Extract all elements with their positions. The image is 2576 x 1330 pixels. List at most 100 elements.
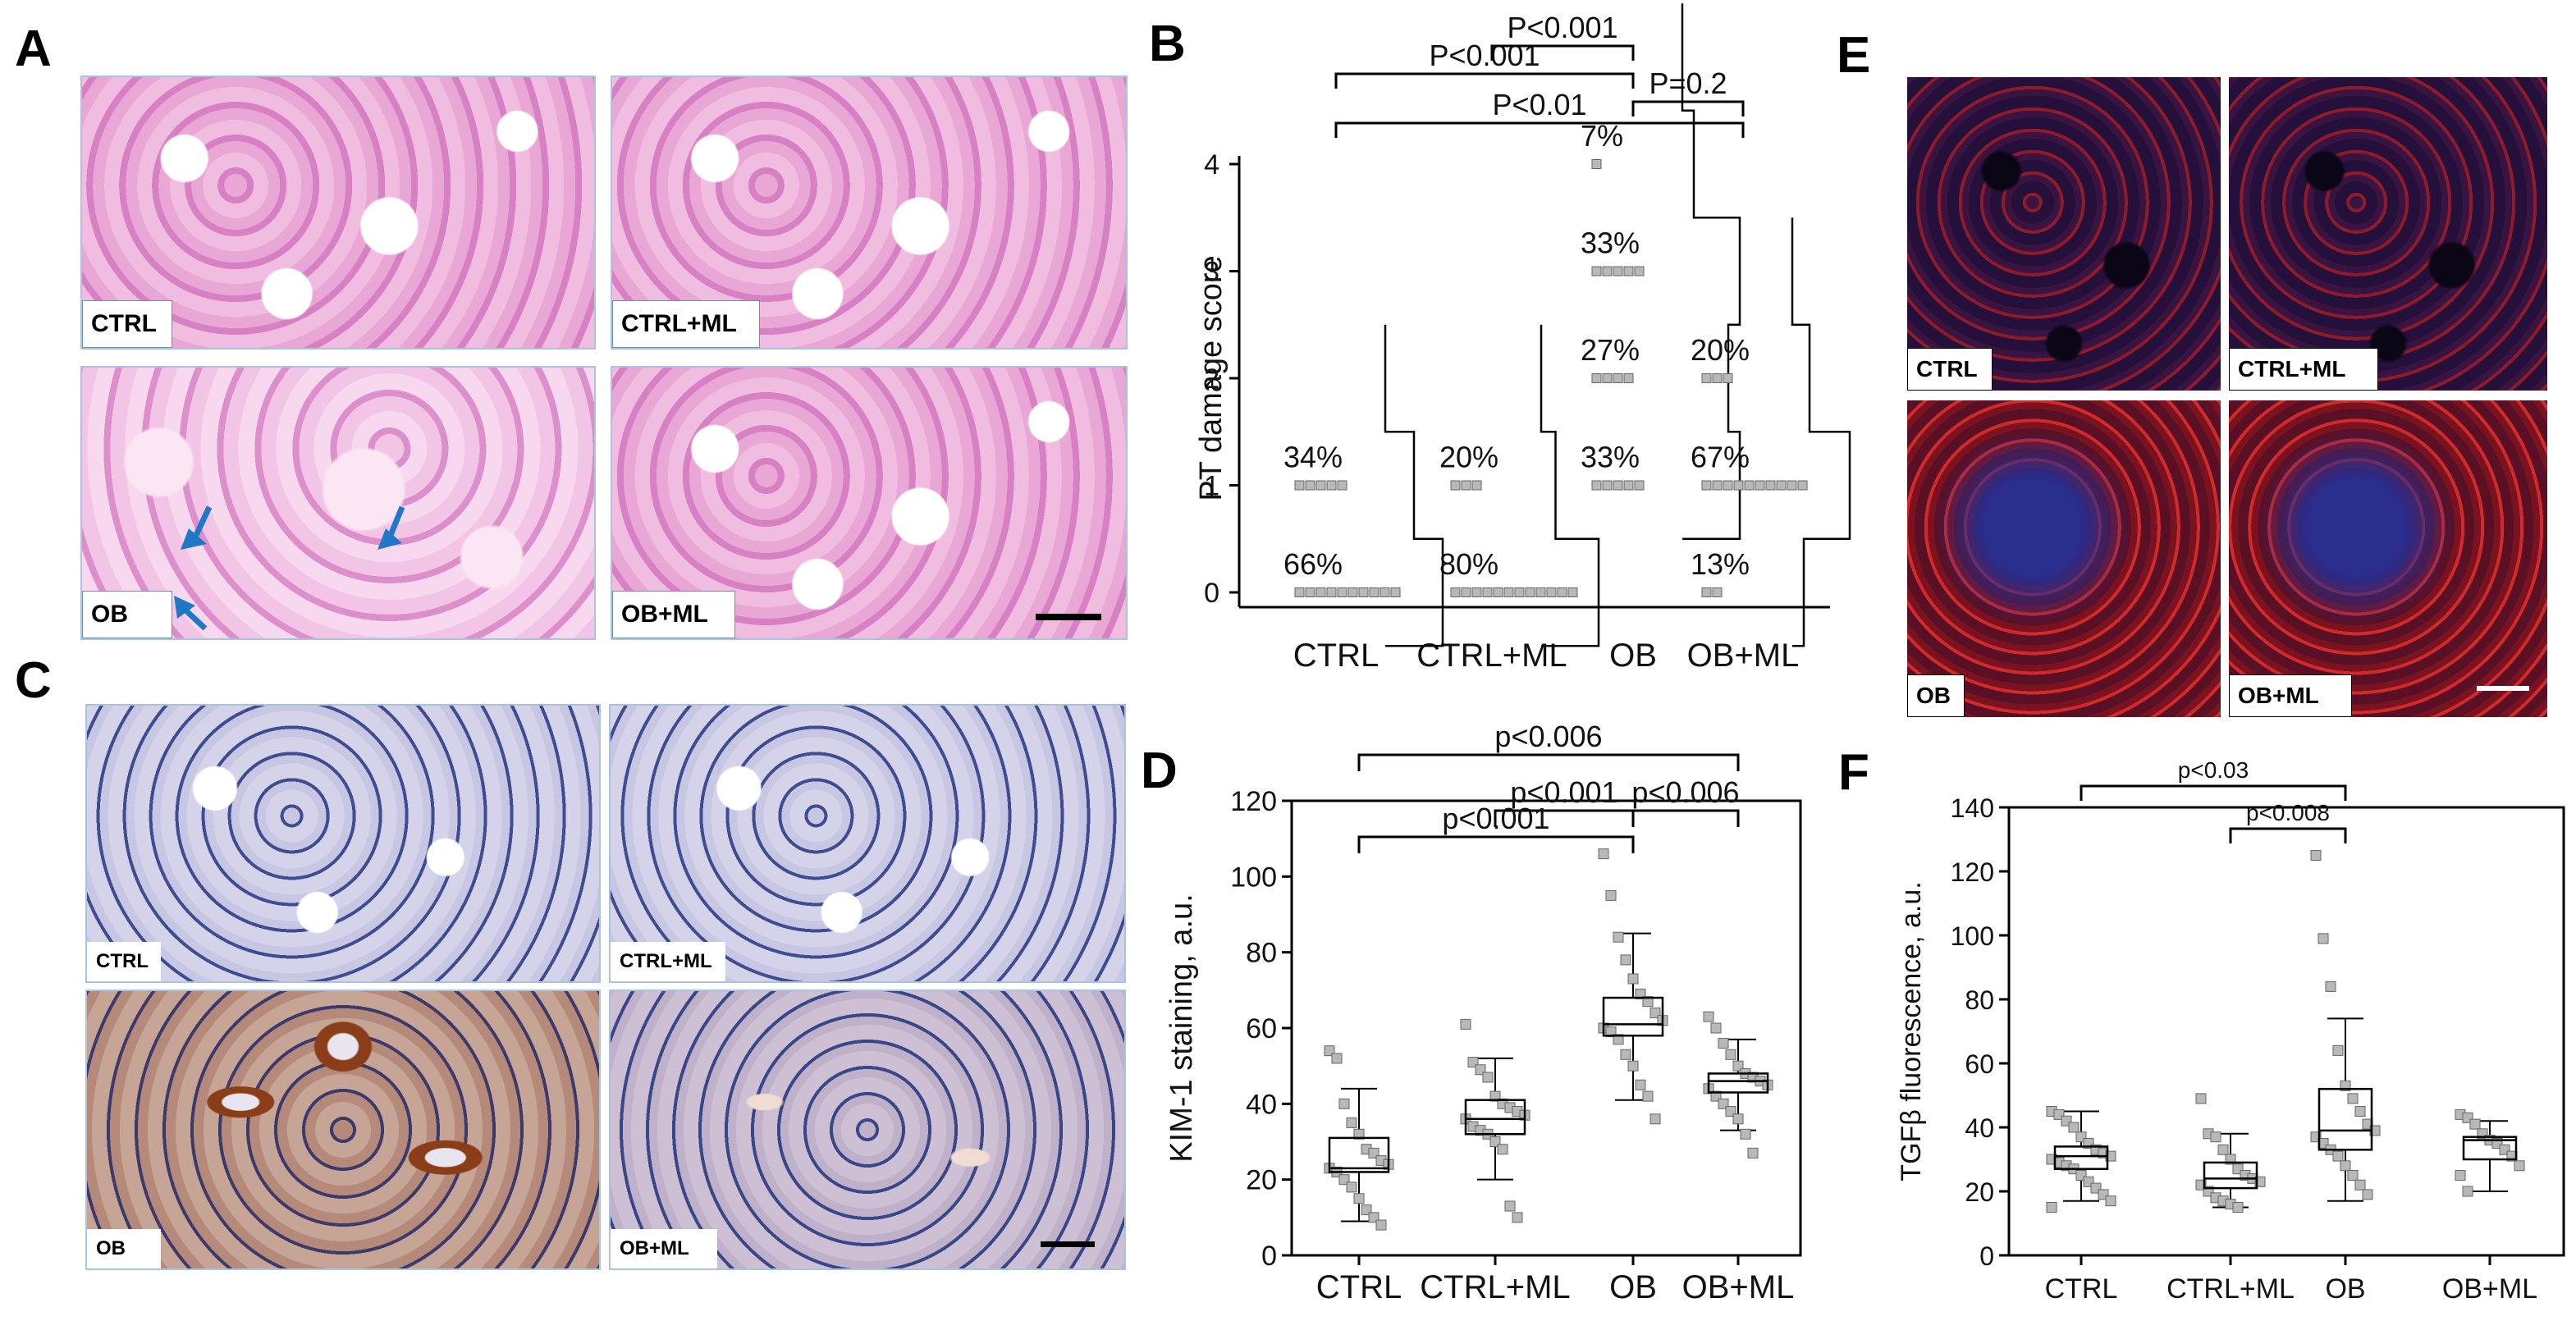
y-tick-label: 120 xyxy=(1951,857,1994,887)
score-marker xyxy=(1450,480,1461,491)
data-point xyxy=(2455,1170,2466,1181)
y-tick-label: 0 xyxy=(1261,1241,1277,1272)
percent-label: 13% xyxy=(1691,547,1750,581)
data-point xyxy=(2068,1122,2080,1133)
y-tick-label: 120 xyxy=(1230,786,1277,817)
data-point xyxy=(1732,1113,1744,1125)
data-point xyxy=(1605,889,1617,901)
panel-c-tile-ctrl: CTRL xyxy=(85,704,601,983)
data-point xyxy=(2232,1202,2244,1213)
panel-a-tile-ob-ml: OB+ML xyxy=(611,366,1128,640)
data-point xyxy=(2210,1131,2221,1143)
panel-a-tile-ctrl-ml: CTRL+ML xyxy=(611,75,1128,350)
data-point xyxy=(1642,1090,1654,1102)
score-marker xyxy=(1390,587,1401,597)
data-point xyxy=(1635,1079,1646,1090)
data-point xyxy=(1613,931,1624,943)
score-marker xyxy=(1567,587,1578,597)
data-point xyxy=(1718,1037,1729,1049)
panel-letter-a: A xyxy=(15,21,52,77)
panel-a-tile-ctrl: CTRL xyxy=(80,75,596,350)
panel-a-label-ctrl-ml: CTRL+ML xyxy=(612,300,760,348)
percent-label: 33% xyxy=(1581,441,1640,474)
score-marker xyxy=(1326,587,1337,597)
distribution-outline xyxy=(1384,324,1444,647)
score-marker xyxy=(1305,480,1315,491)
y-tick-label: 140 xyxy=(1951,793,1994,823)
score-marker xyxy=(1712,480,1723,491)
score-marker xyxy=(1776,480,1787,491)
data-point xyxy=(1460,1018,1471,1030)
score-marker xyxy=(1712,373,1723,383)
scale-bar xyxy=(2477,686,2529,691)
panel-e-tile-ctrl: CTRL xyxy=(1906,75,2222,392)
distribution-outline xyxy=(1540,324,1600,647)
percent-label: 27% xyxy=(1581,333,1640,367)
panel-c-label-ob-ml: OB+ML xyxy=(611,1229,717,1268)
box xyxy=(1464,1099,1526,1136)
data-point xyxy=(2462,1186,2473,1197)
data-point xyxy=(1331,1053,1343,1064)
data-point xyxy=(2347,1170,2359,1181)
box xyxy=(2462,1136,2518,1161)
y-tick-label: 2 xyxy=(1204,363,1219,395)
x-tick-label: OB xyxy=(2325,1273,2365,1305)
y-tick-label: 80 xyxy=(1246,938,1277,969)
panel-c-label-ob: OB xyxy=(87,1229,161,1268)
panel-c-label-ctrl: CTRL xyxy=(87,942,161,981)
p-value-label: p<0.03 xyxy=(2178,757,2249,783)
score-marker xyxy=(1591,159,1602,169)
significance-bracket xyxy=(2080,784,2347,801)
score-marker xyxy=(1380,587,1390,597)
data-point xyxy=(2332,1044,2344,1056)
score-marker xyxy=(1723,480,1733,491)
data-point xyxy=(1747,1147,1759,1159)
score-marker xyxy=(1294,587,1305,597)
percent-label: 7% xyxy=(1581,119,1623,153)
x-tick-label: CTRL xyxy=(1316,1269,1402,1305)
panel-letter-e: E xyxy=(1837,27,1870,84)
data-point xyxy=(1649,1113,1661,1125)
score-marker xyxy=(1369,587,1380,597)
data-point xyxy=(2217,1144,2229,1155)
box xyxy=(1707,1072,1769,1094)
score-marker xyxy=(1315,480,1326,491)
y-tick-label: 0 xyxy=(1204,578,1219,609)
y-tick-label: 1 xyxy=(1204,471,1219,502)
panel-letter-d: D xyxy=(1141,743,1178,799)
data-point xyxy=(2362,1189,2373,1200)
y-tick-label: 40 xyxy=(1965,1113,1994,1143)
score-marker xyxy=(1602,373,1613,383)
data-point xyxy=(1613,1034,1624,1045)
panel-a-label-ctrl: CTRL xyxy=(82,300,172,348)
p-value-label: p<0.001 xyxy=(1442,802,1549,835)
score-marker xyxy=(1623,480,1634,491)
data-point xyxy=(1740,1128,1751,1140)
score-marker xyxy=(1701,587,1712,597)
panel-c-label-ctrl-ml: CTRL+ML xyxy=(611,942,725,981)
score-marker xyxy=(1358,587,1369,597)
score-marker xyxy=(1623,373,1634,383)
x-tick-label: CTRL xyxy=(1293,638,1379,674)
data-point xyxy=(2332,1150,2344,1162)
y-axis-label: PT damage score xyxy=(1194,255,1229,500)
score-marker xyxy=(1535,587,1546,597)
y-tick-label: 80 xyxy=(1965,985,1994,1015)
data-point xyxy=(1482,1072,1494,1083)
panel-a-label-ob: OB xyxy=(82,591,172,638)
data-point xyxy=(1346,1181,1357,1193)
x-tick-label: OB+ML xyxy=(2442,1273,2537,1305)
panel-c-tile-ob-ml: OB+ML xyxy=(609,990,1126,1270)
arrow-1-head xyxy=(181,528,207,550)
data-point xyxy=(1353,1193,1365,1204)
percent-label: 67% xyxy=(1691,441,1750,474)
data-point xyxy=(1504,1200,1516,1212)
score-marker xyxy=(1701,373,1712,383)
score-marker xyxy=(1755,480,1765,491)
significance-bracket xyxy=(1357,835,1635,853)
p-value-label: P<0.001 xyxy=(1429,39,1540,72)
box xyxy=(2203,1161,2258,1190)
data-point xyxy=(1338,1098,1350,1109)
panel-c-tile-ctrl-ml: CTRL+ML xyxy=(609,704,1126,983)
